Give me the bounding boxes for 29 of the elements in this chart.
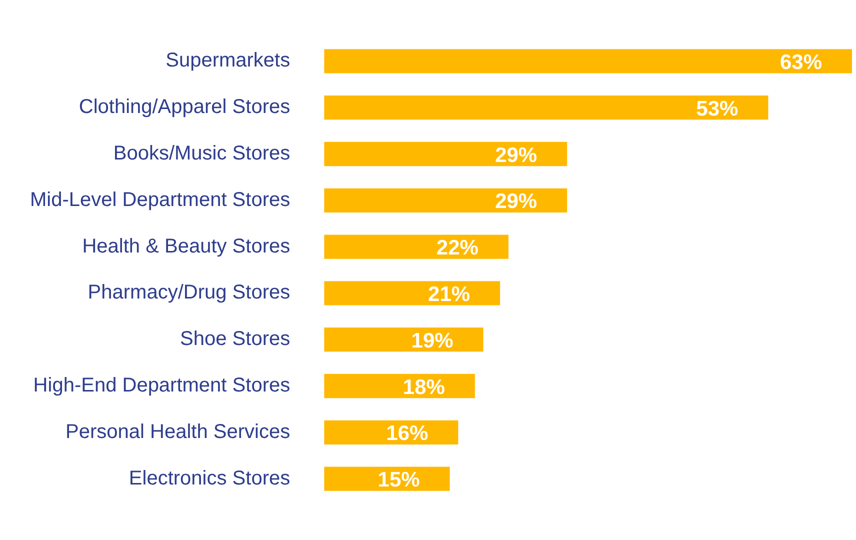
- data-label: 19%: [411, 329, 454, 352]
- bar: [324, 328, 484, 352]
- bar: [324, 466, 450, 491]
- data-label: 16%: [386, 422, 429, 446]
- data-label: 29%: [495, 144, 538, 167]
- y-tick-label: Clothing/Apparel Stores: [78, 96, 290, 118]
- data-label: 63%: [780, 50, 822, 74]
- bar: [324, 374, 475, 398]
- y-tick-label: Electronics Stores: [128, 467, 290, 490]
- data-label: 15%: [378, 468, 420, 492]
- bar: [324, 188, 568, 212]
- y-tick-label: Pharmacy/Drug Stores: [88, 282, 290, 304]
- bar: [324, 96, 768, 120]
- data-label: 18%: [402, 376, 446, 399]
- y-tick-label: Mid-Level Department Stores: [30, 188, 290, 211]
- data-label: 22%: [436, 236, 479, 260]
- bar: [324, 234, 508, 259]
- y-tick-label: High-End Department Stores: [33, 374, 290, 397]
- y-tick-label: Supermarkets: [166, 50, 290, 72]
- y-tick-label: Personal Health Services: [66, 420, 290, 443]
- y-tick-label: Shoe Stores: [180, 328, 290, 350]
- data-label: 29%: [495, 190, 538, 214]
- bar: [324, 142, 568, 166]
- bar: [324, 49, 852, 74]
- data-label: 53%: [696, 97, 739, 120]
- y-tick-label: Books/Music Stores: [113, 142, 290, 165]
- data-label: 21%: [428, 282, 470, 306]
- y-tick-label: Health & Beauty Stores: [82, 235, 290, 258]
- bar: [324, 281, 500, 306]
